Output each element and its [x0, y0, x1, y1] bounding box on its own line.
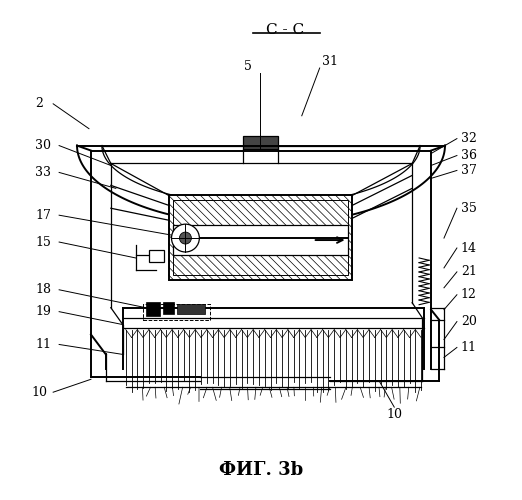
- Bar: [169, 196, 352, 280]
- Text: 32: 32: [461, 132, 477, 145]
- Text: 2: 2: [35, 98, 43, 110]
- Bar: [149, 250, 163, 262]
- Text: 35: 35: [461, 202, 477, 214]
- Text: 11: 11: [35, 338, 51, 351]
- Text: 15: 15: [35, 236, 51, 248]
- Bar: [173, 225, 348, 255]
- Bar: [173, 200, 348, 275]
- Bar: [177, 304, 205, 314]
- Text: 11: 11: [461, 341, 477, 354]
- Text: 5: 5: [244, 60, 252, 72]
- Text: ФИГ. 3b: ФИГ. 3b: [219, 461, 303, 479]
- Text: 14: 14: [461, 242, 477, 254]
- Text: 12: 12: [461, 288, 477, 301]
- Text: 10: 10: [386, 408, 402, 420]
- Text: 10: 10: [31, 386, 47, 398]
- Text: 21: 21: [461, 266, 477, 278]
- Text: С - С: С - С: [266, 24, 304, 38]
- Text: 19: 19: [35, 305, 51, 318]
- Text: 20: 20: [461, 315, 477, 328]
- Text: 18: 18: [35, 284, 51, 296]
- Bar: [143, 304, 210, 320]
- Text: 17: 17: [35, 208, 51, 222]
- Text: 36: 36: [461, 149, 477, 162]
- Text: 31: 31: [322, 54, 338, 68]
- Text: 33: 33: [35, 166, 51, 179]
- Circle shape: [172, 224, 199, 252]
- Circle shape: [180, 232, 192, 244]
- Bar: [162, 302, 174, 314]
- Text: 30: 30: [35, 139, 51, 152]
- Bar: [243, 136, 278, 148]
- Bar: [146, 302, 160, 316]
- Text: 37: 37: [461, 164, 477, 177]
